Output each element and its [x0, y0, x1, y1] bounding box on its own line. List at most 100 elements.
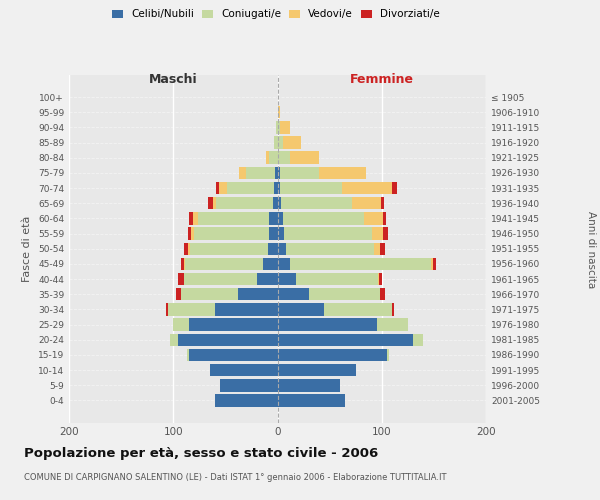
Bar	[181, 288, 238, 300]
Bar	[281, 197, 352, 209]
Bar	[215, 303, 277, 316]
Bar	[274, 182, 277, 194]
Bar	[383, 228, 388, 240]
Legend: Celibi/Nubili, Coniugati/e, Vedovi/e, Divorziati/e: Celibi/Nubili, Coniugati/e, Vedovi/e, Di…	[108, 5, 444, 24]
Bar	[283, 136, 301, 149]
Bar	[290, 258, 431, 270]
Bar	[280, 182, 342, 194]
Y-axis label: Fasce di età: Fasce di età	[22, 216, 32, 282]
Bar	[277, 242, 286, 255]
Bar	[284, 228, 373, 240]
Bar	[431, 258, 433, 270]
Bar	[380, 242, 385, 255]
Bar	[189, 212, 193, 224]
Bar	[219, 182, 227, 194]
Bar	[181, 258, 184, 270]
Bar	[277, 288, 309, 300]
Bar	[277, 228, 284, 240]
Bar	[188, 242, 190, 255]
Bar	[227, 182, 274, 194]
Bar	[364, 212, 383, 224]
Bar	[239, 166, 246, 179]
Bar	[277, 364, 356, 376]
Text: Popolazione per età, sesso e stato civile - 2006: Popolazione per età, sesso e stato civil…	[24, 448, 378, 460]
Bar	[387, 348, 389, 361]
Bar	[283, 212, 364, 224]
Bar	[377, 318, 408, 331]
Bar	[168, 303, 215, 316]
Bar	[187, 348, 189, 361]
Text: COMUNE DI CARPIGNANO SALENTINO (LE) - Dati ISTAT 1° gennaio 2006 - Elaborazione : COMUNE DI CARPIGNANO SALENTINO (LE) - Da…	[24, 472, 446, 482]
Bar	[266, 152, 269, 164]
Bar	[277, 303, 325, 316]
Bar	[257, 273, 277, 285]
Bar	[277, 106, 280, 118]
Bar	[277, 136, 283, 149]
Text: Femmine: Femmine	[350, 74, 414, 86]
Bar	[277, 182, 280, 194]
Bar	[381, 197, 384, 209]
Bar	[277, 197, 281, 209]
Bar	[377, 273, 379, 285]
Bar	[277, 212, 283, 224]
Text: Anni di nascita: Anni di nascita	[586, 212, 596, 288]
Bar	[178, 273, 184, 285]
Bar	[194, 228, 269, 240]
Bar	[277, 121, 280, 134]
Bar	[280, 166, 319, 179]
Bar	[268, 242, 277, 255]
Bar	[269, 212, 277, 224]
Bar	[392, 303, 394, 316]
Bar	[379, 273, 382, 285]
Bar	[380, 288, 385, 300]
Bar	[277, 379, 340, 392]
Bar	[269, 152, 277, 164]
Bar	[170, 334, 178, 346]
Bar	[275, 166, 277, 179]
Bar	[246, 166, 275, 179]
Bar	[184, 273, 257, 285]
Bar	[277, 152, 290, 164]
Bar	[263, 258, 277, 270]
Bar	[176, 288, 181, 300]
Bar	[296, 273, 377, 285]
Bar	[277, 318, 377, 331]
Bar	[274, 136, 277, 149]
Bar	[325, 303, 392, 316]
Bar	[220, 379, 277, 392]
Bar	[277, 258, 290, 270]
Bar	[210, 364, 277, 376]
Bar	[374, 242, 380, 255]
Bar	[189, 348, 277, 361]
Bar	[290, 152, 319, 164]
Bar	[277, 273, 296, 285]
Bar	[216, 182, 219, 194]
Bar	[184, 242, 188, 255]
Bar	[191, 228, 194, 240]
Bar	[277, 394, 345, 406]
Bar	[215, 394, 277, 406]
Bar	[189, 318, 277, 331]
Bar	[216, 197, 274, 209]
Bar	[185, 258, 263, 270]
Bar	[352, 197, 381, 209]
Bar	[173, 318, 189, 331]
Bar	[193, 212, 198, 224]
Bar	[277, 348, 387, 361]
Bar	[309, 288, 380, 300]
Bar	[269, 228, 277, 240]
Bar	[413, 334, 424, 346]
Bar	[392, 182, 397, 194]
Bar	[342, 182, 392, 194]
Bar	[188, 228, 191, 240]
Bar	[383, 212, 386, 224]
Text: Maschi: Maschi	[149, 74, 197, 86]
Bar	[190, 242, 268, 255]
Bar	[238, 288, 277, 300]
Bar	[166, 303, 168, 316]
Bar	[373, 228, 383, 240]
Bar	[274, 197, 277, 209]
Bar	[280, 121, 290, 134]
Bar	[277, 334, 413, 346]
Bar	[319, 166, 366, 179]
